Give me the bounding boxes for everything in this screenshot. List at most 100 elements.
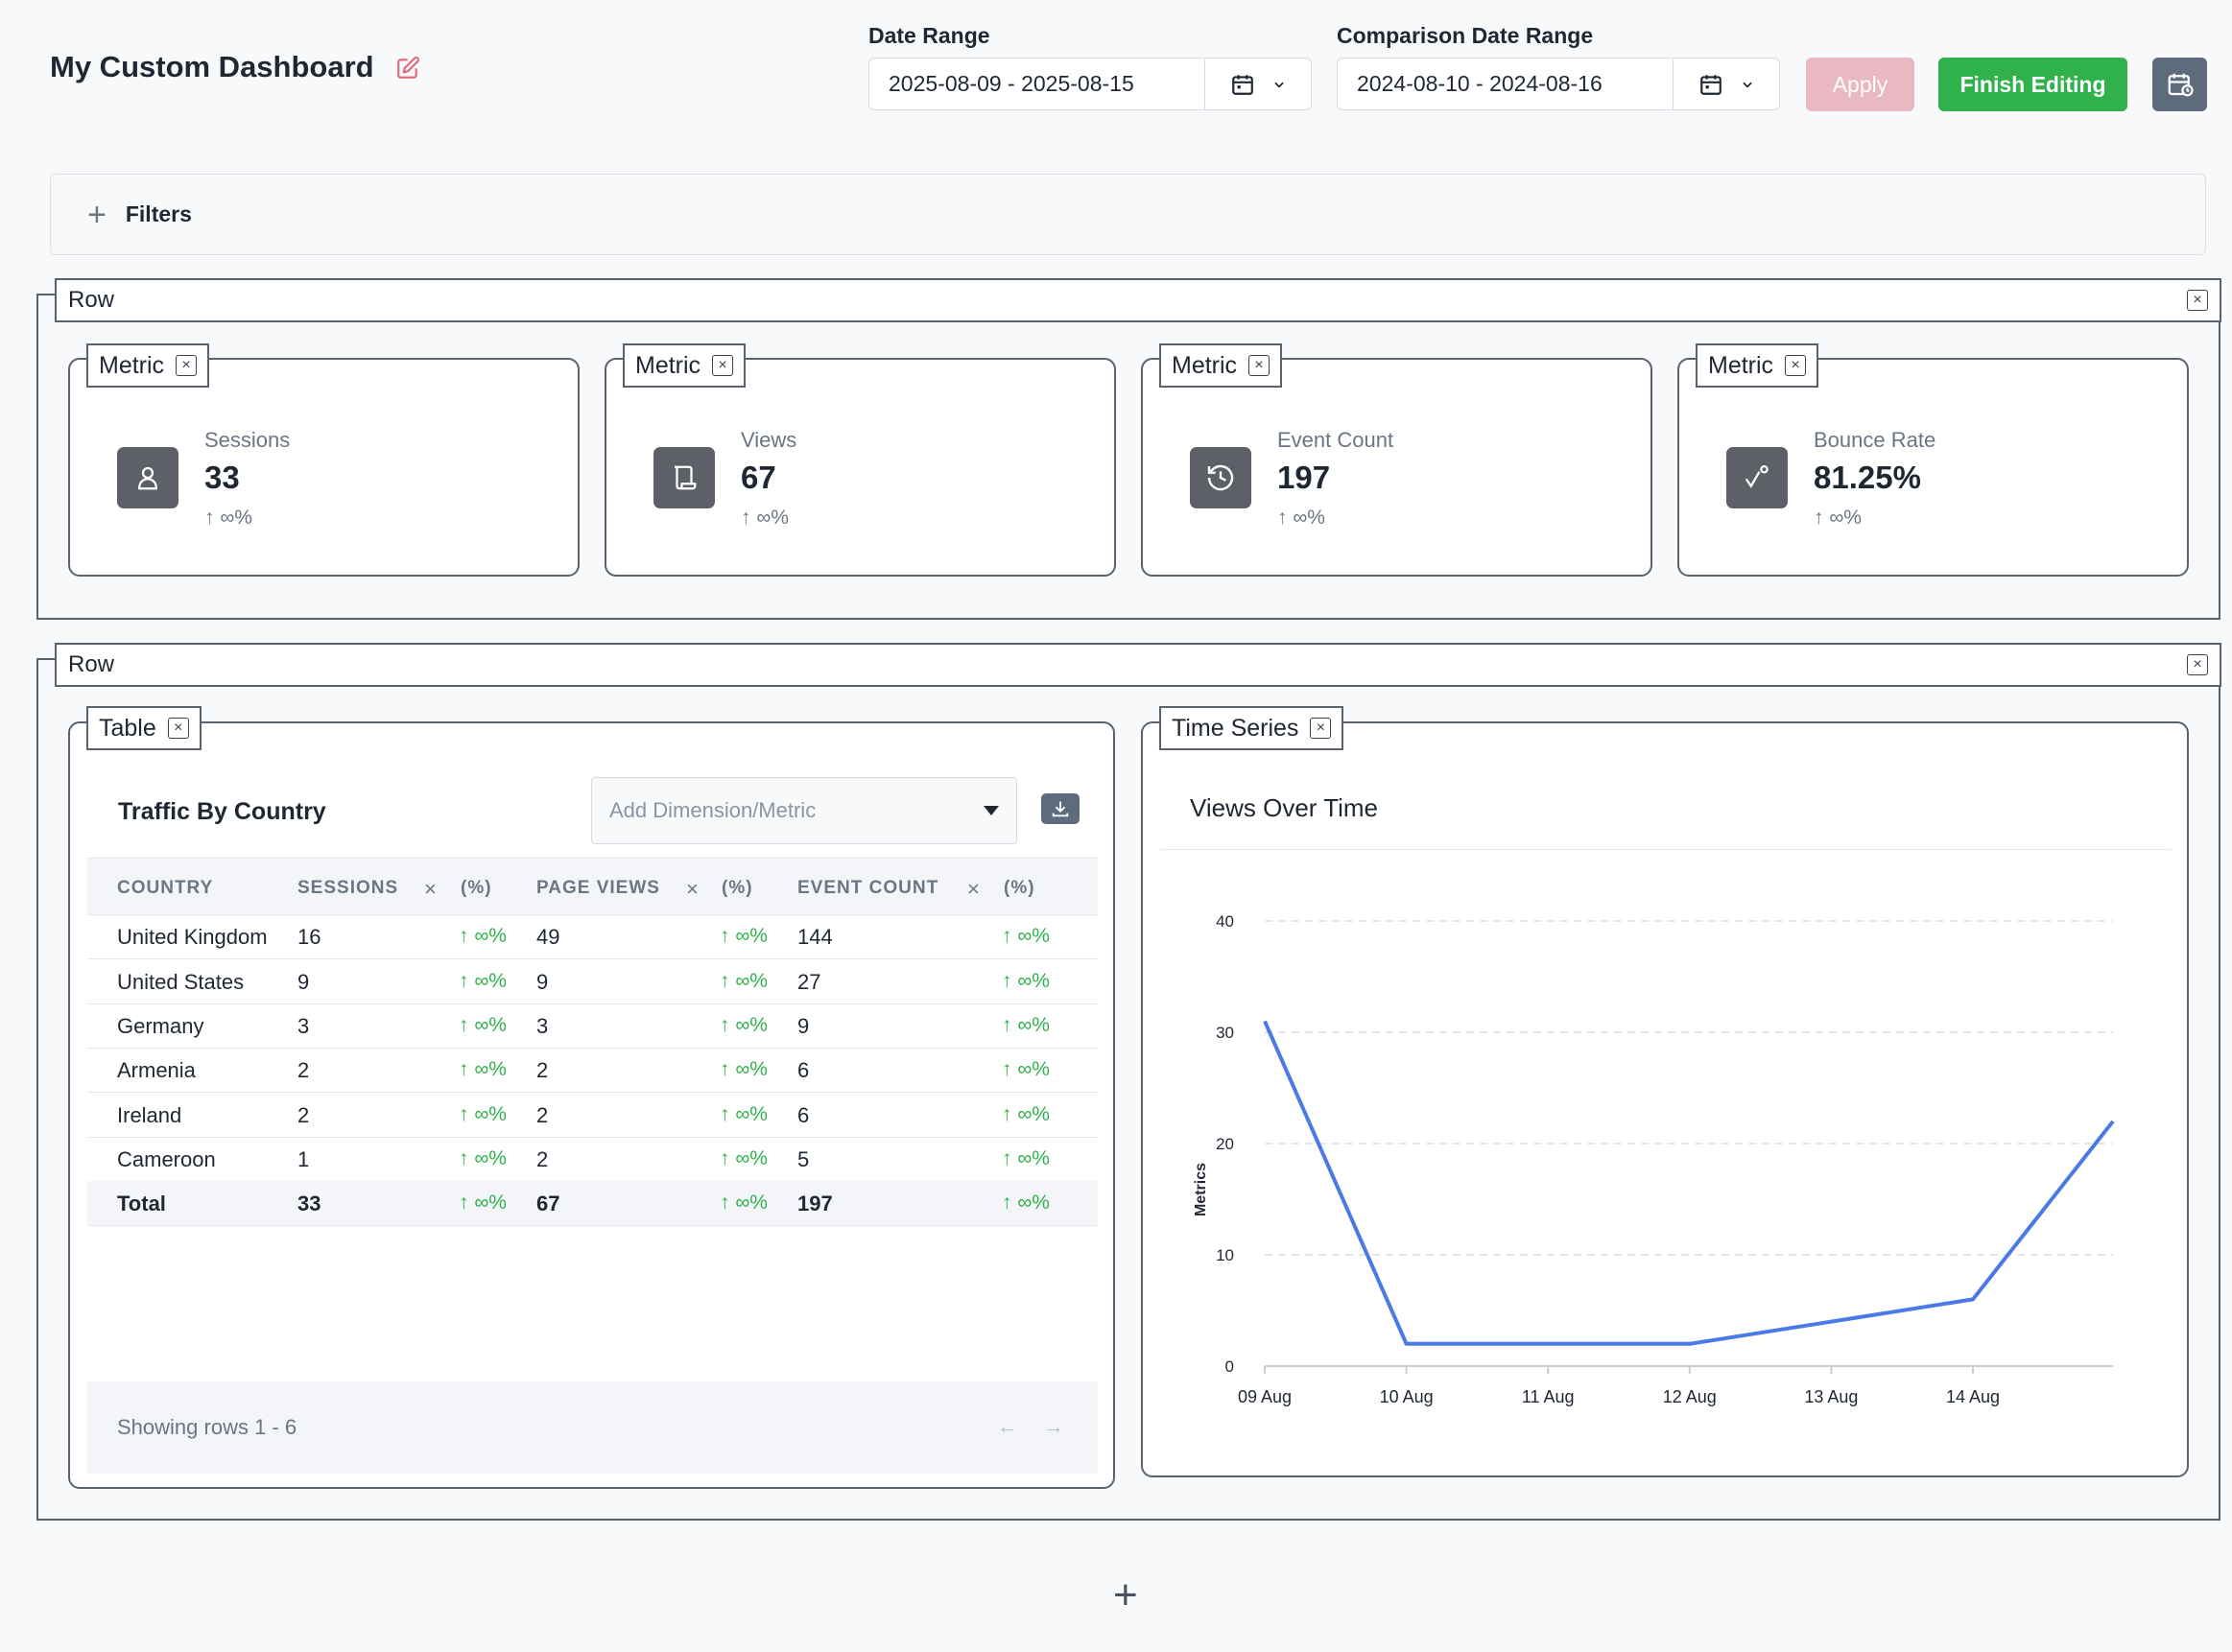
remove-column-icon[interactable]: × — [967, 877, 980, 901]
column-header-event-count[interactable]: EVENT COUNT — [797, 878, 939, 898]
cell-views: 3 — [536, 1014, 549, 1038]
table-row: Ireland 2 ↑ ∞% 2 ↑ ∞% 6 ↑ ∞% — [87, 1093, 1098, 1138]
add-dimension-select[interactable]: Add Dimension/Metric — [591, 777, 1017, 844]
metric-value: 81.25% — [1814, 460, 1921, 495]
comparison-range-toggle[interactable] — [1673, 59, 1779, 109]
add-row-button[interactable]: + — [1113, 1571, 1138, 1618]
remove-widget-icon[interactable]: × — [1310, 718, 1332, 739]
cell-views-change: ↑ ∞% — [720, 1103, 768, 1125]
cell-sessions: 2 — [297, 1103, 310, 1127]
table-row: Cameroon 1 ↑ ∞% 2 ↑ ∞% 5 ↑ ∞% — [87, 1137, 1098, 1182]
cell-events: 144 — [797, 925, 833, 949]
remove-column-icon[interactable]: × — [424, 877, 437, 901]
table-widget: Traffic By Country Add Dimension/Metric … — [68, 721, 1115, 1489]
cell-views: 2 — [536, 1147, 549, 1171]
remove-widget-icon[interactable]: × — [176, 355, 198, 376]
calendar-icon — [1700, 74, 1721, 95]
column-header-pct: (%) — [461, 878, 492, 898]
date-range-label: Date Range — [868, 23, 990, 48]
cell-sessions-change: ↑ ∞% — [459, 1103, 507, 1125]
metric-tag: Metric × — [1696, 343, 1819, 388]
cell-country: Armenia — [117, 1058, 196, 1082]
cell-sessions: 16 — [297, 925, 321, 949]
column-header-page-views[interactable]: PAGE VIEWS — [536, 878, 660, 898]
table-row: United States 9 ↑ ∞% 9 ↑ ∞% 27 ↑ ∞% — [87, 959, 1098, 1004]
cell-events-change: ↑ ∞% — [1002, 1147, 1050, 1169]
edit-title-icon[interactable] — [395, 56, 420, 81]
remove-widget-icon[interactable]: × — [1248, 355, 1270, 376]
date-range-picker[interactable]: 2025-08-09 - 2025-08-15 — [868, 58, 1312, 110]
caret-down-icon — [984, 806, 999, 815]
column-header-country[interactable]: COUNTRY — [117, 878, 214, 898]
metric-change: ↑ ∞% — [204, 507, 252, 529]
data-table: COUNTRY SESSIONS × (%) PAGE VIEWS × (%) … — [87, 858, 1098, 1227]
cell-events-change: ↑ ∞% — [1002, 1014, 1050, 1036]
table-footer: Showing rows 1 - 6 ← → — [87, 1381, 1098, 1474]
table-total-row: Total 33 ↑ ∞% 67 ↑ ∞% 197 ↑ ∞% — [87, 1181, 1098, 1226]
remove-widget-icon[interactable]: × — [167, 718, 189, 739]
previous-page-icon[interactable]: ← — [997, 1414, 1018, 1438]
cell-views-change: ↑ ∞% — [720, 1192, 768, 1214]
metric-value: 197 — [1277, 460, 1331, 495]
cell-views-change: ↑ ∞% — [720, 970, 768, 992]
table-row: Germany 3 ↑ ∞% 3 ↑ ∞% 9 ↑ ∞% — [87, 1003, 1098, 1049]
column-header-pct: (%) — [722, 878, 753, 898]
remove-widget-icon[interactable]: × — [1785, 355, 1807, 376]
remove-widget-icon[interactable]: × — [712, 355, 734, 376]
y-tick-label: 0 — [1225, 1357, 1234, 1376]
remove-row-icon[interactable]: × — [2187, 290, 2208, 311]
add-dimension-placeholder: Add Dimension/Metric — [609, 798, 817, 822]
metric-label: Bounce Rate — [1814, 428, 1936, 452]
cell-sessions: 3 — [297, 1014, 310, 1038]
x-tick-label: 13 Aug — [1804, 1387, 1858, 1406]
download-icon — [1052, 801, 1069, 817]
row-label: Row — [68, 287, 115, 313]
metric-label: Sessions — [204, 428, 291, 452]
next-page-icon[interactable]: → — [1043, 1414, 1064, 1438]
filters-bar[interactable]: + Filters — [50, 174, 2206, 255]
download-button[interactable] — [1041, 793, 1080, 824]
cell-events-change: ↑ ∞% — [1002, 925, 1050, 947]
finish-editing-button[interactable]: Finish Editing — [1938, 58, 2127, 111]
row-header: Row × — [55, 278, 2221, 322]
chevron-down-icon — [1274, 82, 1284, 88]
date-range-toggle[interactable] — [1204, 59, 1311, 109]
remove-row-icon[interactable]: × — [2187, 654, 2208, 675]
cell-views: 9 — [536, 970, 549, 994]
metric-tag: Metric × — [86, 343, 210, 388]
cell-events: 9 — [797, 1014, 810, 1038]
x-tick-label: 10 Aug — [1380, 1387, 1434, 1406]
metric-card-bounce-rate: Bounce Rate 81.25% ↑ ∞% — [1677, 358, 2189, 577]
metric-tag-label: Metric — [1708, 351, 1774, 379]
chevron-down-icon — [1743, 82, 1752, 88]
add-filter-icon[interactable]: + — [87, 196, 107, 233]
cell-events-change: ↑ ∞% — [1002, 970, 1050, 992]
history-icon — [1190, 447, 1251, 508]
comparison-range-value[interactable]: 2024-08-10 - 2024-08-16 — [1357, 71, 1603, 96]
apply-button[interactable]: Apply — [1806, 58, 1914, 111]
line-chart: 0 10 20 30 40 09 Aug 10 Aug 11 Aug 12 Aug 13 Aug 1… — [1193, 912, 2115, 1406]
metric-value: 33 — [204, 460, 240, 495]
comparison-range-picker[interactable]: 2024-08-10 - 2024-08-16 — [1337, 58, 1780, 110]
remove-column-icon[interactable]: × — [686, 877, 699, 901]
schedule-button[interactable] — [2152, 58, 2207, 111]
x-tick-label: 11 Aug — [1522, 1387, 1575, 1406]
x-tick-label: 12 Aug — [1663, 1387, 1717, 1406]
cell-views: 67 — [536, 1192, 560, 1215]
time-series-tag-label: Time Series — [1172, 714, 1299, 742]
column-header-sessions[interactable]: SESSIONS — [297, 878, 399, 898]
chart-title: Views Over Time — [1190, 793, 1379, 822]
filters-label[interactable]: Filters — [125, 201, 192, 226]
metric-label: Views — [741, 428, 797, 452]
metric-change: ↑ ∞% — [1277, 507, 1325, 529]
column-header-pct: (%) — [1004, 878, 1035, 898]
row-label: Row — [68, 651, 115, 677]
metric-value: 67 — [741, 460, 776, 495]
cell-views-change: ↑ ∞% — [720, 1147, 768, 1169]
table-tag: Table × — [86, 706, 202, 750]
bounce-icon — [1726, 447, 1788, 508]
date-range-value[interactable]: 2025-08-09 - 2025-08-15 — [889, 71, 1134, 96]
cell-events: 197 — [797, 1192, 833, 1215]
page-title: My Custom Dashboard — [50, 50, 374, 83]
y-tick-label: 10 — [1216, 1246, 1234, 1264]
